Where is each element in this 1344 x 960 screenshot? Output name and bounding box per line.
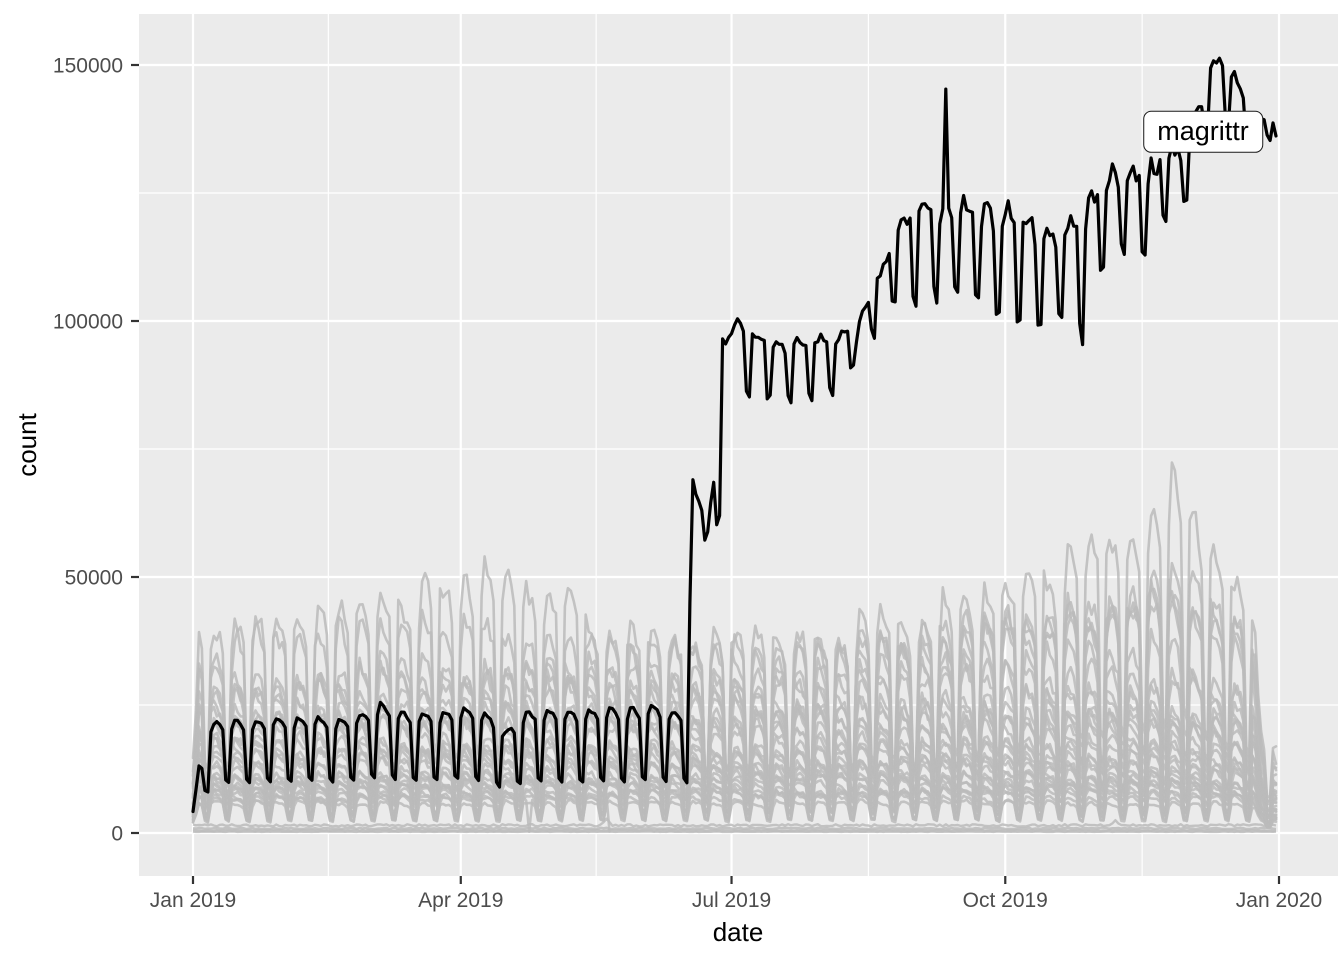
series-lines	[191, 56, 1278, 834]
magrittr-series-label: magrittr	[1143, 110, 1263, 154]
x-tick-label: Apr 2019	[418, 889, 503, 912]
x-tick-label: Jul 2019	[692, 889, 771, 912]
near-zero-series-line	[192, 817, 1277, 828]
magrittr-line	[191, 56, 1278, 814]
y-axis-title: count	[12, 412, 42, 476]
background-series-line	[191, 555, 1278, 804]
x-tick-label: Jan 2020	[1236, 889, 1322, 912]
x-tick-label: Jan 2019	[150, 889, 236, 912]
y-tick-label: 0	[111, 823, 123, 846]
y-tick-label: 150000	[53, 55, 123, 78]
near-zero-series-line	[192, 826, 1277, 831]
axis-tick-labels: 0 50000 100000 150000 Jan 2019 Apr 2019 Jul 20…	[53, 55, 1322, 913]
x-axis-title: date	[713, 917, 764, 947]
y-tick-label: 50000	[65, 567, 123, 590]
background-series-line	[191, 798, 1278, 829]
x-tick-label: Oct 2019	[963, 889, 1048, 912]
background-series-line	[191, 732, 1278, 823]
axis-tick-marks	[131, 63, 1281, 884]
background-series-line	[191, 788, 611, 833]
background-series-line	[191, 745, 1278, 823]
y-tick-label: 100000	[53, 311, 123, 334]
